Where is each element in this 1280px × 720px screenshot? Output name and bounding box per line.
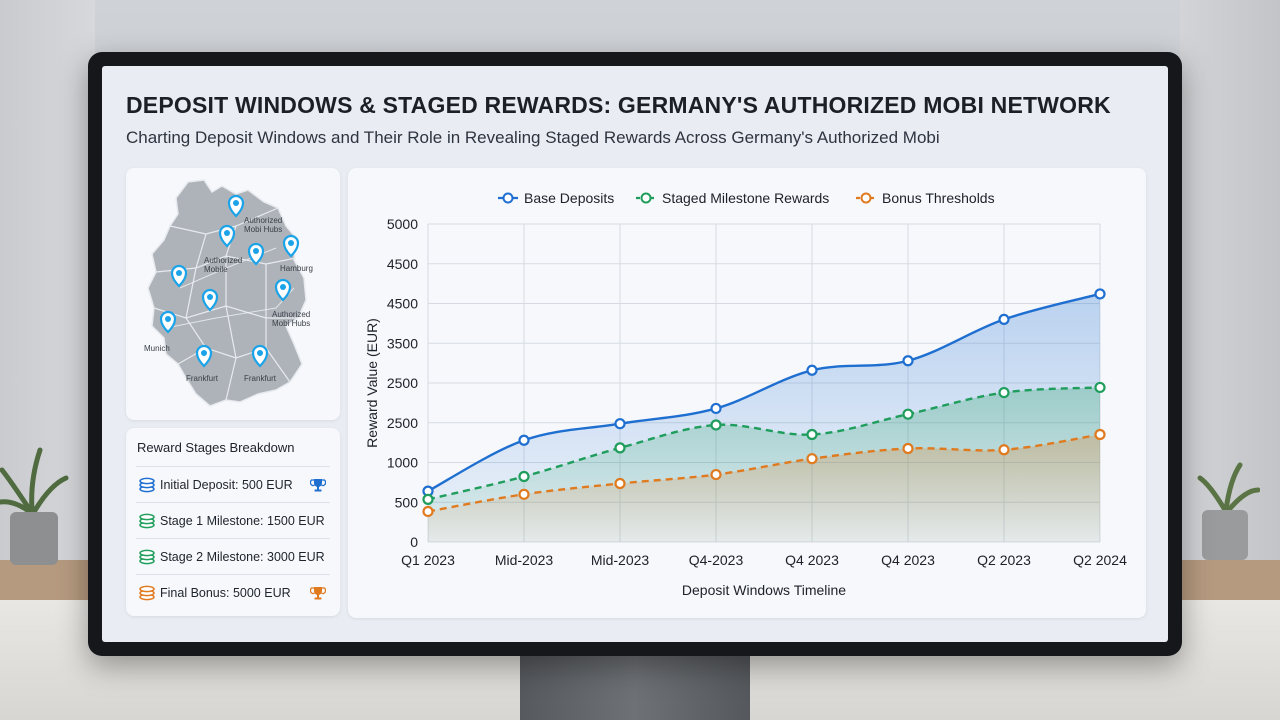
rewards-line-chart: 0 500 1000 2500 2500 3500 4500 4500 5000 Q1 2023 M… (348, 168, 1146, 618)
map-label-7: Frankfurt (244, 374, 277, 383)
monitor-stand (520, 656, 750, 720)
data-point[interactable] (902, 442, 914, 455)
data-point[interactable] (1094, 381, 1106, 394)
reward-stage-label: Stage 2 Milestone: 3000 EUR (160, 550, 325, 564)
data-point[interactable] (518, 470, 530, 483)
data-point[interactable] (998, 386, 1010, 399)
data-point[interactable] (614, 418, 626, 430)
coin-stack-icon (139, 513, 155, 529)
data-point[interactable] (902, 355, 914, 367)
data-point[interactable] (422, 493, 434, 505)
page-subtitle: Charting Deposit Windows and Their Role … (126, 128, 940, 147)
legend-label: Base Deposits (524, 190, 614, 206)
data-point[interactable] (614, 442, 626, 454)
series-area-2 (428, 434, 1100, 542)
data-point[interactable] (710, 419, 722, 431)
data-point[interactable] (518, 434, 530, 446)
background-wall-left (0, 0, 95, 560)
series-line-1 (427, 386, 1101, 501)
x-tick-label: Q4 2023 (881, 552, 935, 568)
x-tick-label: Q2 2024 (1073, 552, 1127, 568)
y-tick-label: 0 (410, 534, 418, 550)
coin-stack-icon (139, 477, 155, 493)
reward-stages-title: Reward Stages Breakdown (137, 440, 295, 455)
y-tick-label: 3500 (387, 335, 418, 351)
map-label-6: Frankfurt (186, 374, 219, 383)
chart-svg: 0 500 1000 2500 2500 3500 4500 4500 5000 Q1 2023 M… (364, 190, 1127, 598)
coin-stack-icon (139, 585, 155, 601)
y-tick-label: 4500 (387, 296, 418, 312)
monitor-frame: DEPOSIT WINDOWS & STAGED REWARDS: GERMAN… (88, 52, 1182, 656)
data-point[interactable] (806, 364, 818, 376)
data-point[interactable] (422, 505, 434, 518)
map-label-3: Hamburg (280, 264, 313, 273)
legend-item[interactable]: Bonus Thresholds (856, 190, 995, 206)
x-tick-label: Mid-2023 (591, 552, 650, 568)
y-tick-label: 500 (395, 494, 419, 510)
x-axis-label: Deposit Windows Timeline (682, 582, 846, 598)
data-point[interactable] (1094, 288, 1106, 300)
germany-map-card: Authorized Mobi Hubs Authorized Mobile H… (126, 168, 340, 420)
reward-stage-label: Initial Deposit: 500 EUR (160, 478, 293, 492)
legend-marker-icon (640, 192, 652, 204)
y-axis-label: Reward Value (EUR) (364, 318, 380, 448)
data-point[interactable] (518, 488, 530, 500)
legend-label: Staged Milestone Rewards (662, 190, 829, 206)
legend-marker-icon (860, 192, 872, 204)
dashboard-screen: DEPOSIT WINDOWS & STAGED REWARDS: GERMAN… (102, 66, 1168, 642)
x-tick-label: Q2 2023 (977, 552, 1031, 568)
data-point[interactable] (998, 313, 1010, 325)
data-point[interactable] (998, 444, 1010, 456)
reward-stages-card: Reward Stages Breakdown Initial Deposit:… (126, 428, 340, 616)
x-tick-label: Q4-2023 (689, 552, 744, 568)
x-tick-label: Q1 2023 (401, 552, 455, 568)
germany-map (147, 179, 307, 407)
map-label-4: Authorized Mobi Hubs (272, 310, 311, 328)
background-wall-right (1180, 0, 1280, 560)
map-label-2: Authorized Mobile (204, 256, 243, 274)
data-point[interactable] (902, 408, 914, 420)
x-tick-label: Q4 2023 (785, 552, 839, 568)
legend-marker-icon (502, 192, 514, 204)
y-tick-label: 4500 (387, 256, 418, 272)
reward-stage-label: Stage 1 Milestone: 1500 EUR (160, 514, 325, 528)
reward-stage-row[interactable]: Final Bonus: 5000 EUR (136, 574, 330, 611)
reward-stage-row[interactable]: Stage 1 Milestone: 1500 EUR (136, 502, 330, 539)
legend-item[interactable]: Base Deposits (498, 190, 614, 206)
map-label-5: Munich (144, 344, 170, 353)
plant-left-decoration (0, 447, 69, 565)
plant-right-decoration (1197, 462, 1260, 560)
data-point[interactable] (710, 468, 722, 481)
data-point[interactable] (710, 402, 722, 415)
data-point[interactable] (806, 453, 818, 465)
reward-stage-label: Final Bonus: 5000 EUR (160, 586, 291, 600)
y-tick-label: 1000 (387, 455, 418, 471)
data-point[interactable] (1094, 428, 1106, 441)
y-tick-label: 2500 (387, 415, 418, 431)
reward-stage-row[interactable]: Stage 2 Milestone: 3000 EUR (136, 538, 330, 575)
data-point[interactable] (806, 428, 818, 441)
legend-item[interactable]: Staged Milestone Rewards (636, 190, 829, 206)
series-line-2 (427, 433, 1101, 513)
trophy-icon (310, 479, 326, 492)
coin-stack-icon (139, 549, 155, 565)
x-tick-label: Mid-2023 (495, 552, 554, 568)
page-title: DEPOSIT WINDOWS & STAGED REWARDS: GERMAN… (126, 92, 1111, 118)
y-tick-label: 5000 (387, 216, 418, 232)
data-point[interactable] (614, 477, 626, 490)
map-label-1: Authorized Mobi Hubs (244, 216, 283, 234)
reward-stage-row[interactable]: Initial Deposit: 500 EUR (136, 466, 330, 503)
legend-label: Bonus Thresholds (882, 190, 995, 206)
y-tick-label: 2500 (387, 375, 418, 391)
trophy-icon (310, 587, 326, 600)
